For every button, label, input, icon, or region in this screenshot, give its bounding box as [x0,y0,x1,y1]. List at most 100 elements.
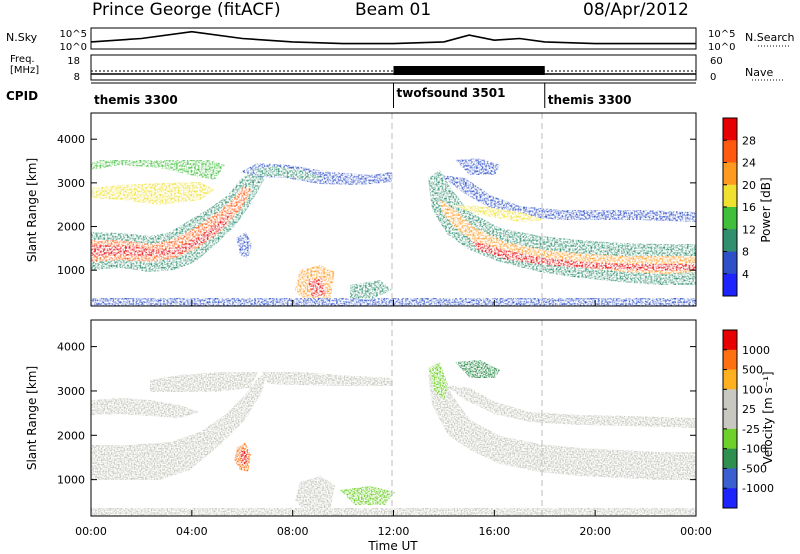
x-tick-label: 04:00 [176,525,208,538]
nave-block [393,66,545,75]
colorbar-tick-label: -1000 [742,482,774,495]
vel-afternoon-green [428,362,448,400]
colorbar-swatch [723,162,737,186]
power-colorbar: 4 8 12 16 20 24 28 [722,117,756,297]
freq-label-1: Freq. [10,54,35,65]
nave-tick-bottom: 0 [710,72,716,83]
power-near-patch-red [308,278,326,297]
nsearch-tick-top: 10^5 [708,29,735,40]
cpid-segment-label: twofsound 3501 [397,86,506,100]
velocity-y-axis: 1000 2000 3000 4000 [57,341,696,487]
nsky-strip-frame [90,27,697,50]
vel-near-gray [295,476,335,512]
y-tick-label: 3000 [57,177,85,190]
colorbar-tick-label: -25 [742,423,760,436]
x-tick-label: 12:00 [378,525,410,538]
vel-gs-main [91,372,268,480]
colorbar-tick-label: 28 [742,134,756,147]
freq-strip-frame [90,54,697,81]
power-afternoon-sparse [455,158,500,175]
colorbar-swatch [723,428,737,450]
colorbar-tick-label: 24 [742,157,756,170]
y-tick-label: 2000 [57,221,85,234]
nsearch-label: N.Search [745,31,795,44]
colorbar-tick-label: 8 [742,246,749,259]
date-title: 08/Apr/2012 [583,0,689,20]
cpid-segments: themis 3300 twofsound 3501 themis 3300 [94,83,632,108]
colorbar-tick-label: -500 [742,462,767,475]
velocity-colorbar: 1000 500 100 25 -25 -100 -500 -1000 [722,329,774,509]
power-ylabel: Slant Range [km] [25,158,39,262]
colorbar-swatch [723,349,737,371]
x-tick-label: 20:00 [579,525,611,538]
colorbar-tick-label: 20 [742,179,756,192]
colorbar-swatch [723,488,737,509]
station-title: Prince George (fitACF) [92,0,281,20]
vel-afternoon-upper [445,385,696,428]
colorbar-swatch [723,140,737,163]
nsky-label: N.Sky [6,31,38,44]
cpid-label: CPID [6,89,39,103]
y-tick-label: 1000 [57,264,85,277]
y-tick-label: 4000 [57,133,85,146]
colorbar-swatch [723,468,737,489]
power-morning-upper [91,160,225,180]
y-tick-label: 3000 [57,385,85,398]
x-tick-label: 08:00 [277,525,309,538]
power-colorbar-label: Power [dB] [759,177,773,242]
colorbar-tick-label: 25 [742,403,756,416]
colorbar-tick-label: 1000 [742,344,770,357]
colorbar-swatch [723,229,737,252]
freq-label-2: [MHz] [10,65,40,76]
power-y-axis: 1000 2000 3000 4000 [57,133,696,277]
velocity-x-axis: 00:00 04:00 08:00 12:00 16:00 20:00 00:00 [75,510,712,538]
nsky-tick-bottom: 10^0 [60,42,87,53]
colorbar-swatch [723,207,737,230]
colorbar-swatch [723,330,737,351]
colorbar-swatch [723,448,737,469]
vel-gs-noon [262,372,392,386]
colorbar-tick-label: 12 [742,223,756,236]
velocity-xlabel: Time UT [367,539,418,553]
power-morning-red [91,210,232,256]
vel-red-core [240,450,248,465]
nsky-tick-top: 10^5 [60,29,87,40]
power-upper-band-core [252,166,325,180]
colorbar-swatch [723,389,737,410]
freq-tick-top: 18 [67,56,80,67]
power-afternoon-red [470,240,696,271]
cpid-segment-label: themis 3300 [548,93,632,107]
x-tick-label: 00:00 [680,525,712,538]
power-noon-patch [350,280,392,300]
nave-tick-top: 60 [710,56,723,67]
vel-gs-upper [150,372,258,392]
power-x-ticks [90,300,697,306]
colorbar-swatch [723,118,737,141]
y-tick-label: 1000 [57,474,85,487]
colorbar-tick-label: 4 [742,268,749,281]
colorbar-tick-label: 500 [742,364,763,377]
colorbar-frame [722,329,738,509]
colorbar-tick-label: -100 [742,443,767,456]
cpid-segment-label: themis 3300 [94,93,178,107]
power-scatter [91,158,696,306]
vel-afternoon-gs [428,370,696,480]
nsky-line [90,30,696,45]
velocity-colorbar-label: Velocity [m s⁻¹] [761,371,775,464]
velocity-ylabel: Slant Range [km] [25,366,39,470]
power-afternoon-yellow [450,205,545,222]
y-tick-label: 4000 [57,341,85,354]
vel-gs-upper2 [91,398,200,418]
freq-tick-bottom: 8 [74,72,80,83]
colorbar-swatch [723,369,737,390]
nsearch-tick-bottom: 10^0 [708,42,735,53]
vel-afternoon-sparse [455,360,500,378]
colorbar-swatch [723,409,737,430]
colorbar-swatch [723,184,737,208]
power-blob-6h [236,232,252,258]
vel-green-patch [340,486,395,505]
colorbar-tick-label: 100 [742,383,763,396]
x-tick-label: 16:00 [478,525,510,538]
